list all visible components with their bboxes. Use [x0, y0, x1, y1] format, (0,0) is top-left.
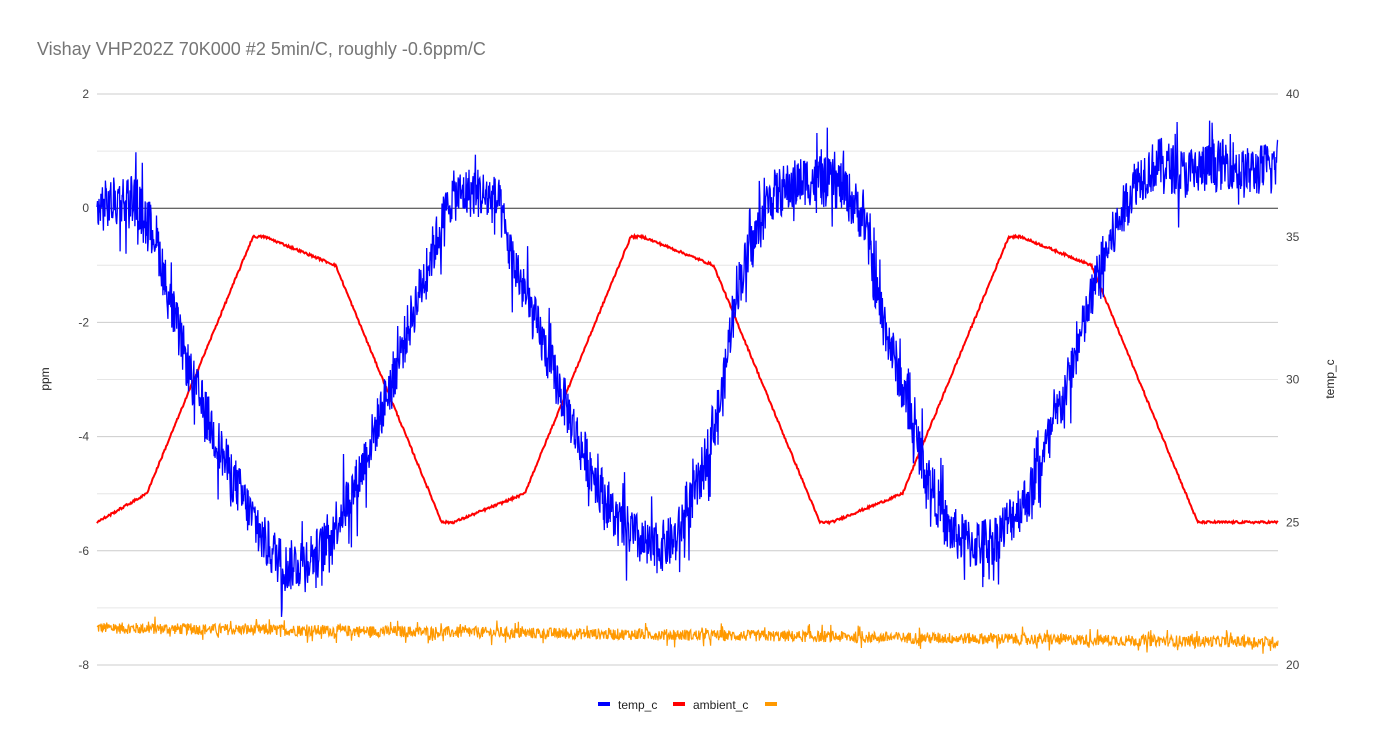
chart-title: Vishay VHP202Z 70K000 #2 5min/C, roughly…: [37, 39, 486, 59]
series-layer: [96, 120, 1279, 654]
right-axis-ticks: 40 35 30 25 20: [1286, 87, 1300, 672]
left-tick-label: -2: [78, 315, 89, 329]
right-tick-label: 35: [1286, 230, 1300, 244]
series-line-temp-c: [96, 120, 1279, 617]
left-tick-label: 2: [82, 87, 89, 101]
legend: temp_c ambient_c: [598, 698, 777, 712]
right-tick-label: 20: [1286, 658, 1300, 672]
right-tick-label: 40: [1286, 87, 1300, 101]
left-tick-label: 0: [82, 201, 89, 215]
legend-item-unnamed-swatch: [765, 702, 777, 706]
left-axis-title: ppm: [38, 367, 52, 390]
legend-item-ambient-c-swatch: [673, 702, 685, 706]
legend-item-temp-c-label: temp_c: [618, 698, 657, 712]
series-line-unnamed: [96, 616, 1279, 654]
grid-layer: [97, 93, 1278, 666]
left-tick-label: -8: [78, 658, 89, 672]
legend-item-temp-c-swatch: [598, 702, 610, 706]
right-tick-label: 30: [1286, 373, 1300, 387]
left-tick-label: -4: [78, 430, 89, 444]
series-line-ambient-c: [96, 232, 1279, 526]
left-tick-label: -6: [78, 544, 89, 558]
right-axis-title: temp_c: [1323, 359, 1337, 398]
legend-item-ambient-c-label: ambient_c: [693, 698, 748, 712]
right-tick-label: 25: [1286, 515, 1300, 529]
left-axis-ticks: 2 0 -2 -4 -6 -8: [78, 87, 89, 672]
